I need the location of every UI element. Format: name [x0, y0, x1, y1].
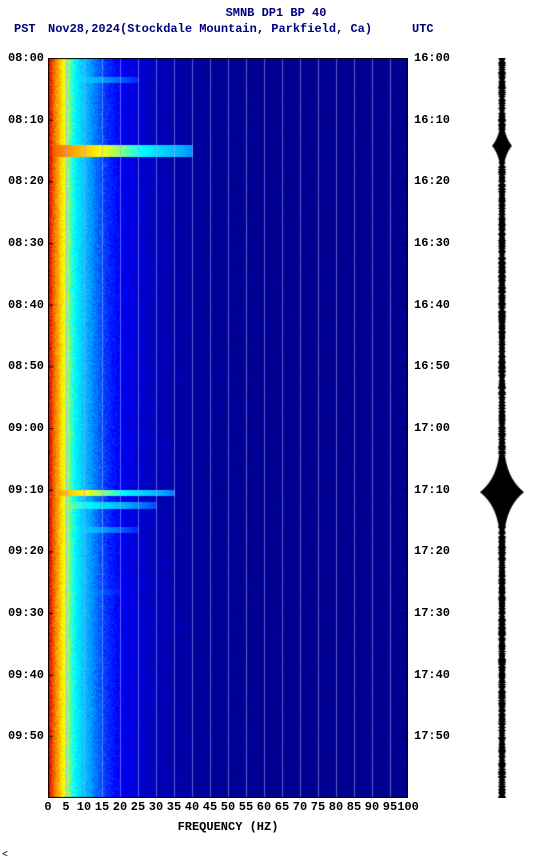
ytick-right: 16:50 [414, 359, 474, 373]
ytick-right: 16:10 [414, 113, 474, 127]
waveform-canvas [480, 58, 524, 798]
ytick-left: 08:10 [0, 113, 44, 127]
ytick-left: 09:30 [0, 606, 44, 620]
ytick-right: 17:40 [414, 668, 474, 682]
ytick-left: 08:20 [0, 174, 44, 188]
waveform-panel [480, 58, 524, 798]
tz-right: UTC [412, 22, 434, 36]
spectrogram-panel [48, 58, 408, 798]
footnote: < [2, 850, 8, 861]
ytick-left: 09:40 [0, 668, 44, 682]
spectrogram-canvas [48, 58, 408, 798]
ytick-left: 09:50 [0, 729, 44, 743]
ytick-right: 17:00 [414, 421, 474, 435]
xaxis-label: FREQUENCY (HZ) [48, 820, 408, 834]
ytick-left: 08:40 [0, 298, 44, 312]
ytick-right: 16:30 [414, 236, 474, 250]
ytick-left: 09:10 [0, 483, 44, 497]
ytick-left: 09:20 [0, 544, 44, 558]
ytick-left: 08:00 [0, 51, 44, 65]
title-line-1: SMNB DP1 BP 40 [0, 6, 552, 20]
ytick-left: 09:00 [0, 421, 44, 435]
date-station: Nov28,2024(Stockdale Mountain, Parkfield… [48, 22, 372, 36]
xtick: 100 [394, 800, 422, 814]
ytick-right: 16:00 [414, 51, 474, 65]
page-root: { "title": { "line1": "SMNB DP1 BP 40", … [0, 0, 552, 864]
tz-left: PST [14, 22, 36, 36]
ytick-right: 17:10 [414, 483, 474, 497]
ytick-left: 08:50 [0, 359, 44, 373]
ytick-right: 17:20 [414, 544, 474, 558]
ytick-right: 16:40 [414, 298, 474, 312]
ytick-left: 08:30 [0, 236, 44, 250]
ytick-right: 17:30 [414, 606, 474, 620]
ytick-right: 16:20 [414, 174, 474, 188]
ytick-right: 17:50 [414, 729, 474, 743]
